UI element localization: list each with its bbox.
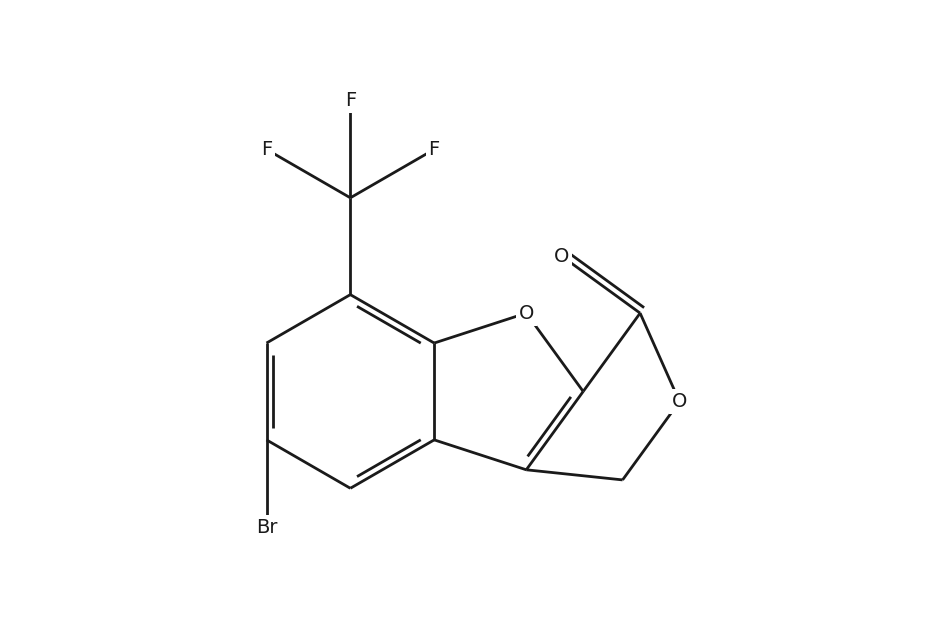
Text: F: F bbox=[429, 140, 440, 159]
Text: O: O bbox=[554, 247, 569, 266]
Text: O: O bbox=[518, 303, 534, 323]
Text: O: O bbox=[672, 392, 687, 411]
Text: Br: Br bbox=[255, 517, 277, 536]
Text: F: F bbox=[344, 92, 356, 111]
Text: F: F bbox=[261, 140, 272, 159]
